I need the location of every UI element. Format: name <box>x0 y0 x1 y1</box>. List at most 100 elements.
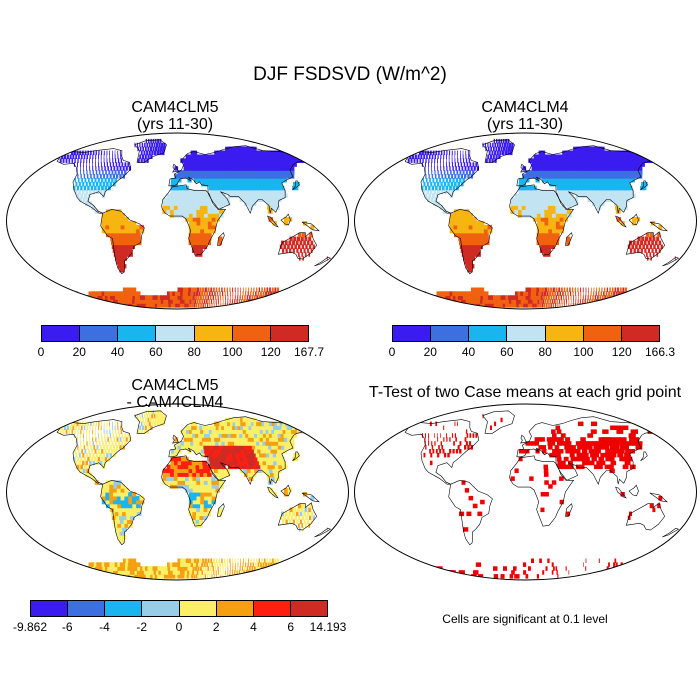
grid-cell <box>285 248 288 253</box>
grid-cell <box>555 224 561 230</box>
grid-cell <box>204 213 209 218</box>
grid-cell <box>71 429 74 434</box>
grid-cell <box>167 295 171 300</box>
coastline-madagascar <box>217 503 225 517</box>
panel-2-title-line1: CAM4CLM4 <box>481 99 569 116</box>
grid-cell <box>468 252 474 257</box>
grid-cell <box>294 515 297 520</box>
grid-cell <box>89 166 91 171</box>
grid-cell <box>307 519 310 524</box>
colorbar-2-label: 166.3 <box>644 345 676 359</box>
grid-cell <box>162 205 167 210</box>
grid-cell <box>128 228 133 234</box>
grid-cell <box>172 295 176 300</box>
grid-cell <box>117 252 123 257</box>
grid-cell <box>253 464 259 470</box>
grid-cell <box>277 178 284 183</box>
grid-cell <box>522 185 527 191</box>
grid-cell <box>125 507 130 513</box>
grid-cell <box>261 574 265 579</box>
grid-cell <box>117 154 119 159</box>
grid-cell <box>590 303 592 308</box>
grid-cell <box>437 299 445 304</box>
colorbar-2-segment <box>621 326 659 341</box>
grid-cell <box>166 197 171 202</box>
grid-cell <box>599 445 606 450</box>
grid-cell <box>620 492 625 497</box>
grid-cell <box>563 287 566 292</box>
grid-cell <box>193 170 198 175</box>
grid-cell <box>569 170 575 175</box>
grid-cell <box>543 244 548 249</box>
grid-cell <box>67 291 76 296</box>
coastline-sumatra <box>615 486 627 499</box>
grid-cell <box>460 154 461 159</box>
grid-cell <box>567 291 569 296</box>
grid-cell <box>119 519 125 524</box>
grid-cell <box>113 499 118 505</box>
grid-cell <box>253 193 259 199</box>
grid-cell <box>560 460 566 466</box>
grid-cell <box>209 193 215 199</box>
grid-cell <box>549 452 554 458</box>
grid-cell <box>256 570 260 575</box>
grid-cell <box>545 158 550 163</box>
grid-cell <box>209 433 215 438</box>
grid-cell <box>571 189 577 195</box>
grid-cell <box>652 236 656 242</box>
grid-cell <box>537 437 542 442</box>
grid-cell <box>258 558 260 563</box>
grid-cell <box>522 449 527 454</box>
grid-cell <box>529 189 534 195</box>
grid-cell <box>221 441 227 446</box>
grid-cell <box>196 232 201 238</box>
grid-cell <box>513 299 518 304</box>
grid-cell <box>644 248 647 253</box>
grid-cell <box>146 429 149 434</box>
grid-cell <box>270 570 274 575</box>
grid-cell <box>196 511 200 517</box>
grid-cell <box>585 566 587 571</box>
grid-cell <box>610 189 617 195</box>
grid-cell <box>227 189 233 195</box>
grid-cell <box>199 472 205 477</box>
grid-cell <box>307 248 310 253</box>
grid-cell <box>263 566 266 571</box>
grid-cell <box>220 295 222 300</box>
grid-cell <box>80 437 81 442</box>
grid-cell <box>263 178 270 183</box>
grid-cell <box>582 299 584 304</box>
grid-cell <box>254 574 258 579</box>
grid-cell <box>222 429 229 434</box>
grid-cell <box>101 185 104 191</box>
grid-cell <box>553 170 559 175</box>
grid-cell <box>150 417 152 423</box>
grid-cell <box>569 162 575 167</box>
grid-cell <box>271 185 278 191</box>
grid-cell <box>523 295 527 300</box>
grid-cell <box>467 248 473 253</box>
grid-cell <box>124 523 130 528</box>
grid-cell <box>218 205 224 210</box>
grid-cell <box>510 201 515 206</box>
grid-cell <box>162 476 167 481</box>
grid-cell <box>177 295 181 300</box>
grid-cell <box>92 170 94 175</box>
grid-cell <box>89 170 91 175</box>
grid-cell <box>261 445 268 450</box>
grid-cell <box>124 492 129 497</box>
grid-cell <box>165 295 169 300</box>
grid-cell <box>453 441 455 446</box>
grid-cell <box>549 299 552 304</box>
grid-cell <box>155 566 159 571</box>
grid-cell <box>204 221 209 226</box>
grid-cell <box>255 445 262 450</box>
grid-cell <box>609 445 616 450</box>
grid-cell <box>480 499 485 505</box>
grid-cell <box>83 170 85 175</box>
grid-cell <box>214 181 220 187</box>
grid-cell <box>103 154 105 159</box>
grid-cell <box>521 303 524 308</box>
grid-cell <box>518 178 523 183</box>
grid-cell <box>547 558 550 563</box>
